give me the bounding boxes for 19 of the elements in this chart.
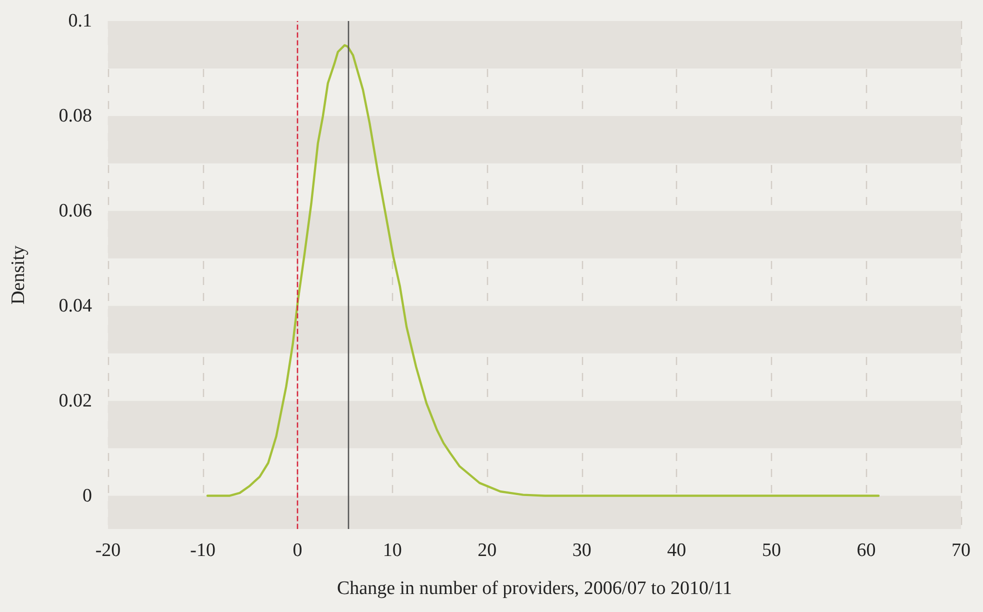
line-series — [206, 44, 880, 497]
x-tick-label: 40 — [667, 540, 686, 561]
y-tick-label: 0.02 — [58, 390, 92, 412]
y-tick-label: 0.08 — [58, 105, 92, 126]
x-tick-label: -10 — [190, 540, 216, 561]
y-tick-label: 0.04 — [58, 295, 92, 316]
y-tick-label: 0.1 — [68, 10, 92, 32]
y-tick-label: 0.06 — [58, 200, 92, 222]
x-tick-label: -20 — [95, 540, 121, 561]
x-tick-label: 0 — [292, 540, 302, 561]
x-tick-label: 60 — [856, 540, 876, 561]
x-tick-label: 70 — [952, 540, 970, 561]
y-tick-label: 0 — [82, 485, 92, 506]
x-tick-label: 30 — [572, 540, 592, 561]
x-tick-label: 50 — [762, 540, 781, 561]
x-tick-label: 10 — [382, 540, 402, 561]
y-axis-title: Density — [8, 244, 29, 305]
x-tick-label: 20 — [478, 540, 497, 561]
x-axis-title: Change in number of providers, 2006/07 to 2010/11 — [336, 578, 732, 599]
